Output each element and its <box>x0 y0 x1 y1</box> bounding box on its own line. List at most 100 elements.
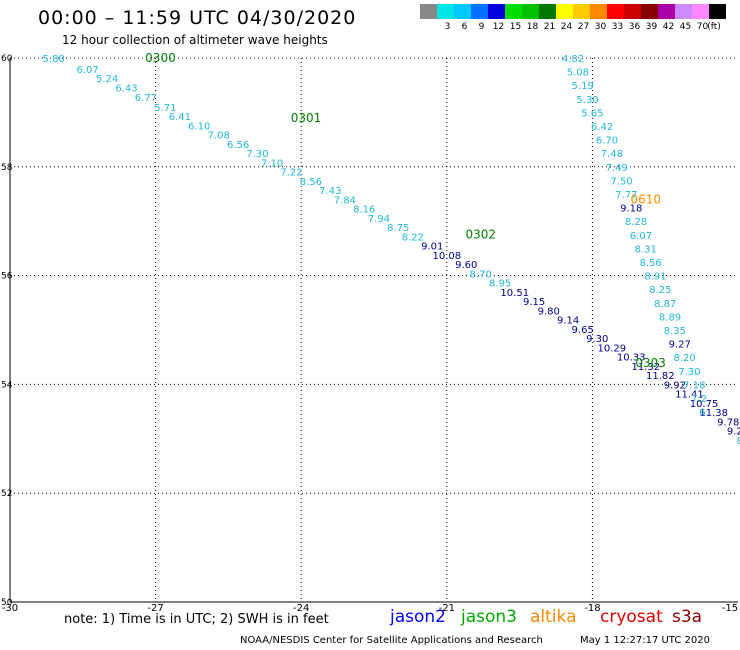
wave-height-value: 7.18 <box>683 380 705 391</box>
satellite-legend-s3a: s3a <box>672 607 703 627</box>
color-scale-legend <box>420 4 726 20</box>
wave-height-value: 6.43 <box>115 83 137 94</box>
legend-swatch <box>505 4 522 19</box>
wave-height-value: 6.10 <box>188 121 210 132</box>
wave-height-value: 8.70 <box>470 269 492 280</box>
legend-swatch <box>539 4 556 19</box>
wave-height-value: 8.20 <box>673 353 695 364</box>
pass-time-label: 0300 <box>145 51 176 65</box>
wave-height-value: 6.77 <box>135 93 157 104</box>
legend-swatch-label: 45 <box>679 22 692 32</box>
y-tick-label: 58 <box>1 163 13 173</box>
wave-height-value: 8.31 <box>635 244 657 255</box>
x-tick-label: -21 <box>439 603 455 614</box>
satellite-legend-cryosat: cryosat <box>600 607 663 627</box>
wave-height-value: 6.41 <box>169 112 191 123</box>
wave-height-value: 11.32 <box>631 362 660 373</box>
wave-height-value: 5.65 <box>581 108 603 119</box>
legend-swatch-label: 30 <box>594 22 607 32</box>
wave-height-value: 9.60 <box>455 260 477 271</box>
wave-height-value: 9.65 <box>572 325 594 336</box>
legend-swatch <box>607 4 624 19</box>
wave-height-value: 4.82 <box>562 54 584 65</box>
legend-swatch-label: 6 <box>461 22 468 32</box>
pass-time-label: 0303 <box>635 356 666 370</box>
wave-height-value: 10.29 <box>597 343 626 354</box>
wave-height-value: 6.56 <box>227 140 249 151</box>
y-tick-label: 54 <box>1 380 13 390</box>
wave-height-value: 7.77 <box>615 190 637 201</box>
wave-height-value: 6.42 <box>591 122 613 133</box>
chart-subtitle: 12 hour collection of altimeter wave hei… <box>62 33 328 47</box>
wave-height-value: 9.27 <box>669 340 691 351</box>
legend-swatch-label: 24 <box>560 22 573 32</box>
legend-swatch-label: 36 <box>628 22 641 32</box>
legend-swatch <box>471 4 488 19</box>
legend-swatch-label: 15 <box>509 22 522 32</box>
wave-height-value: 8.28 <box>625 217 647 228</box>
wave-height-value: 5.24 <box>96 74 118 85</box>
x-tick-label: -24 <box>293 603 309 614</box>
footer-note: note: 1) Time is in UTC; 2) SWH is in fe… <box>64 612 329 627</box>
legend-swatch <box>437 4 454 19</box>
wave-height-value: 6.07 <box>77 65 99 76</box>
wave-height-value: 11.41 <box>675 390 704 401</box>
wave-height-value: 7.08 <box>208 131 230 142</box>
wave-height-value: 7.84 <box>334 195 356 206</box>
wave-height-value: 9.18 <box>620 204 642 215</box>
wave-height-value: 7.10 <box>261 158 283 169</box>
satellite-legend-jason2: jason2 <box>390 607 446 627</box>
wave-height-value: 10.08 <box>432 251 461 262</box>
wave-height-value: 10.33 <box>617 353 646 364</box>
legend-swatch <box>692 4 709 19</box>
wave-height-value: 9.01 <box>421 242 443 253</box>
legend-swatch-label: 39 <box>645 22 658 32</box>
legend-swatch <box>641 4 658 19</box>
wave-height-value: 5.30 <box>576 95 598 106</box>
wave-height-value: 10.51 <box>500 288 529 299</box>
x-tick-label: -15 <box>722 603 738 614</box>
y-tick-label: 60 <box>1 54 13 64</box>
pass-time-label: 0610 <box>631 192 662 206</box>
wave-height-value: 9.80 <box>538 306 560 317</box>
wave-height-value: 5.80 <box>43 54 65 65</box>
wave-height-value: 6.07 <box>630 231 652 242</box>
wave-height-value: 5.19 <box>572 81 594 92</box>
wave-height-value: 7.2 <box>691 394 707 405</box>
legend-swatch <box>556 4 573 19</box>
satellite-legend-jason3: jason3 <box>461 607 517 627</box>
legend-swatch <box>590 4 607 19</box>
wave-height-value: 7.43 <box>319 186 341 197</box>
wave-height-value: 9.27 <box>727 427 740 438</box>
wave-height-value: 8.16 <box>353 205 375 216</box>
legend-swatch-label: 27 <box>577 22 590 32</box>
legend-swatch-label: 33 <box>611 22 624 32</box>
wave-height-value: 7.22 <box>280 168 302 179</box>
pass-time-label: 0301 <box>291 111 322 125</box>
wave-height-value: 8.25 <box>649 285 671 296</box>
wave-height-value: 5.08 <box>567 68 589 79</box>
credit-line: NOAA/NESDIS Center for Satellite Applica… <box>240 635 543 646</box>
x-tick-label: -27 <box>147 603 163 614</box>
chart-title: 00:00 – 11:59 UTC 04/30/2020 <box>38 7 357 29</box>
wave-height-value: 7.50 <box>610 176 632 187</box>
legend-unit: (ft) <box>707 22 721 32</box>
legend-swatch <box>488 4 505 19</box>
legend-swatch <box>454 4 471 19</box>
legend-swatch <box>675 4 692 19</box>
wave-height-value: 7.48 <box>601 149 623 160</box>
wave-height-value: 7.94 <box>368 214 390 225</box>
satellite-legend-altika: altika <box>530 607 577 627</box>
wave-height-value: 9.30 <box>586 334 608 345</box>
legend-swatch <box>658 4 675 19</box>
wave-height-value: 6. <box>699 408 709 419</box>
wave-height-value: 6.70 <box>596 136 618 147</box>
generated-timestamp: May 1 12:27:17 UTC 2020 <box>580 635 710 646</box>
wave-height-value: 8.56 <box>300 177 322 188</box>
legend-swatch <box>420 4 437 19</box>
wave-height-value: 11.38 <box>699 408 728 419</box>
y-tick-label: 50 <box>1 598 13 608</box>
wave-height-value: 7.30 <box>246 149 268 160</box>
legend-swatch-label: 21 <box>543 22 556 32</box>
